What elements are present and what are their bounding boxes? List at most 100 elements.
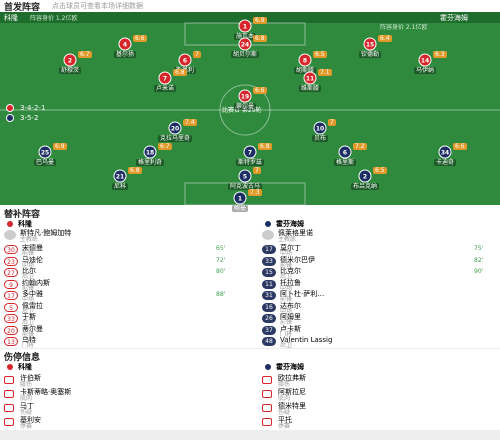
- injury-status: 停赛: [278, 423, 291, 430]
- player-number: 24: [238, 37, 252, 51]
- injury-name: 欧拉弗斯: [278, 374, 306, 382]
- player-name: 布吕克纳: [350, 183, 380, 190]
- sub-name: 比尔: [22, 267, 36, 275]
- sub-name: 马迪伦: [22, 255, 43, 264]
- player-rating: 6.9: [253, 17, 267, 24]
- divider: [0, 348, 500, 349]
- subs-title: 替补阵容: [4, 210, 41, 220]
- player-number: 25: [38, 145, 52, 159]
- injury-name: 马丁: [20, 402, 34, 410]
- sub-name: 乌特: [22, 336, 36, 344]
- injury-icon: [4, 418, 14, 426]
- player-number: 11: [303, 71, 317, 85]
- player-rating: 6.8: [128, 167, 142, 174]
- player-number: 21: [113, 169, 127, 183]
- sub-number: 33: [4, 314, 18, 323]
- sub-name: 约翰内斯: [22, 278, 50, 287]
- sub-position: 后卫: [22, 319, 35, 326]
- player-name: 胡斯滕: [293, 67, 317, 74]
- sub-name: Valentin Lassig: [280, 336, 333, 344]
- player-rating: 6.5: [373, 167, 387, 174]
- player-rating: 6.3: [433, 51, 447, 58]
- player-number: 19: [238, 89, 252, 103]
- home-name: 科隆: [4, 14, 18, 22]
- sub-minute: 65': [216, 245, 226, 252]
- player-number: 14: [418, 53, 432, 67]
- sub-number: 13: [4, 337, 18, 346]
- player-name: 蒂尔曼: [233, 103, 257, 110]
- player-number: 6: [338, 145, 352, 159]
- sub-number: 31: [262, 291, 276, 300]
- player-rating: 6.9: [53, 143, 67, 150]
- sub-number: 5: [4, 302, 18, 312]
- subtitle: 点击球员可查看本场详细数据: [52, 2, 143, 10]
- player-name: 巴乌曼: [33, 159, 57, 166]
- player-name: 施瓦本: [233, 33, 257, 40]
- sub-number: 27: [4, 268, 18, 277]
- coach-name: 佩莱格里诺: [278, 229, 313, 237]
- injury-status: 肌肉: [20, 395, 33, 402]
- sub-number: 20: [4, 325, 18, 335]
- injury-status: 伤疑: [278, 409, 291, 416]
- injury-name: 阿斯拉尼: [278, 388, 306, 396]
- player-rating: 6.5: [313, 51, 327, 58]
- coach-name: 斯特凡·鲍姆加特: [20, 229, 72, 237]
- team-name: 科隆: [18, 363, 32, 371]
- sub-position: 门将: [22, 342, 35, 349]
- sub-position: 中场: [22, 261, 35, 269]
- injury-icon: [4, 390, 14, 398]
- sub-minute: 72': [216, 256, 226, 264]
- player-number: 34: [438, 145, 452, 159]
- player-number: 7: [158, 71, 172, 85]
- team-name: 霍芬海姆: [276, 363, 304, 371]
- player-name: 贝布: [311, 135, 329, 142]
- sub-name: 比克尔: [280, 267, 301, 275]
- sub-position: 前锋: [280, 261, 293, 269]
- player-number: 2: [63, 53, 77, 67]
- sub-number: 37: [262, 325, 276, 335]
- player-number: 1: [233, 191, 247, 205]
- sub-number: 26: [262, 314, 276, 323]
- injury-icon: [262, 404, 272, 412]
- away-name: 霍芬海姆: [440, 14, 468, 22]
- sub-name: 阿卜杜·萨利…: [280, 290, 325, 298]
- injury-name: 德米特里: [278, 402, 306, 410]
- sub-number: 30: [4, 245, 18, 254]
- player-name: 格里利奇: [135, 159, 165, 166]
- sub-position: 前锋: [280, 296, 293, 303]
- sub-number: 11: [262, 279, 276, 289]
- sub-position: 前锋: [22, 284, 35, 292]
- coach-avatar: [4, 230, 16, 240]
- player-rating: 6.8: [173, 69, 187, 76]
- player-number: 6: [178, 53, 192, 67]
- sub-number: 15: [262, 268, 276, 277]
- injury-name: 平托: [278, 416, 292, 424]
- player-name: 胡贝尔斯: [230, 51, 260, 58]
- player-name: 阿克波古马: [227, 183, 263, 190]
- player-name: 卢米诺: [153, 85, 177, 92]
- injury-icon: [262, 390, 272, 398]
- player-name: 舒穆茨: [58, 67, 82, 74]
- center-text: 比赛日 第29轮: [222, 107, 262, 114]
- sub-minute: 75': [474, 245, 484, 252]
- injury-icon: [262, 418, 272, 426]
- player-rating: 6.6: [133, 35, 147, 42]
- player-name: 尼科: [111, 183, 129, 190]
- player-rating: 6.6: [453, 143, 467, 150]
- sub-position: 后卫: [280, 273, 293, 280]
- player-number: 20: [168, 121, 182, 135]
- player-name: 卡迪奇: [433, 159, 457, 166]
- player-rating: 7: [253, 167, 261, 174]
- coach-role: 主教练: [278, 236, 297, 243]
- player-name: 维斯滕: [298, 85, 322, 92]
- sub-number: 23: [4, 256, 18, 266]
- injury-icon: [4, 404, 14, 412]
- title: 首发阵容: [4, 3, 41, 13]
- away-formation: 3-5-2: [20, 114, 39, 122]
- team-name: 霍芬海姆: [276, 220, 304, 228]
- player-number: 2: [358, 169, 372, 183]
- player-rating: 7: [328, 119, 336, 126]
- sub-number: 16: [262, 302, 276, 312]
- coach-avatar: [262, 230, 274, 240]
